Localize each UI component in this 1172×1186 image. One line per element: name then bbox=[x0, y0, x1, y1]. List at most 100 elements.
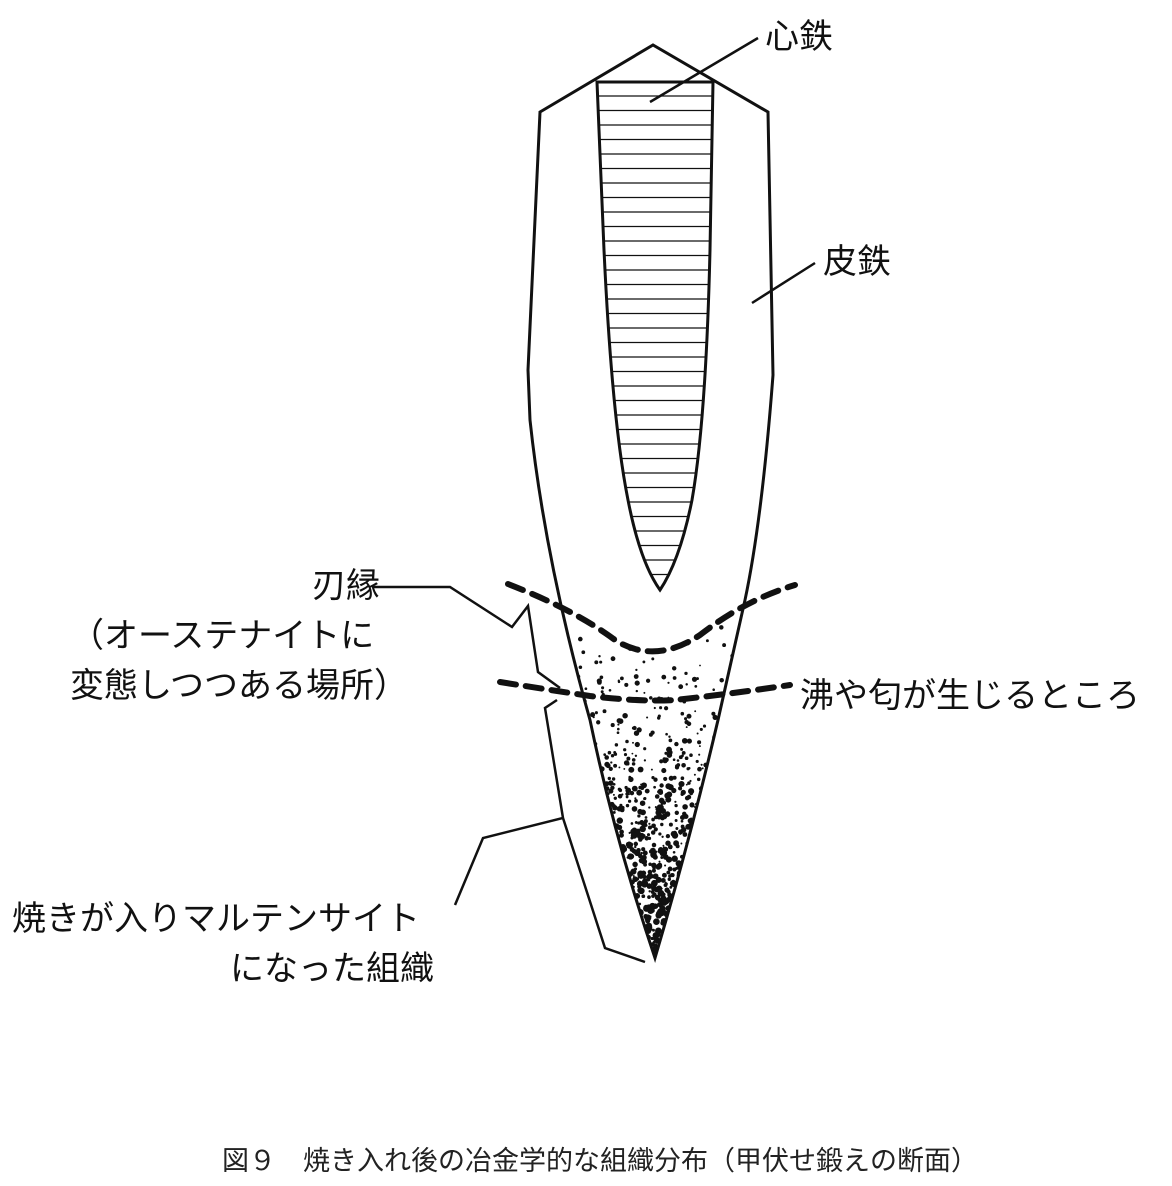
stipple-dot bbox=[591, 831, 597, 837]
stipple-dot bbox=[715, 819, 720, 824]
stipple-dot bbox=[719, 677, 724, 683]
stipple-dot bbox=[563, 942, 568, 946]
stipple-dot bbox=[555, 861, 560, 866]
stipple-dot bbox=[647, 906, 655, 914]
stipple-dot bbox=[674, 810, 679, 815]
stipple-dot bbox=[714, 956, 721, 958]
stipple-dot bbox=[592, 862, 597, 867]
stipple-dot bbox=[586, 910, 591, 916]
stipple-dot bbox=[730, 898, 737, 904]
stipple-dot bbox=[583, 949, 586, 952]
stipple-dot bbox=[605, 894, 612, 901]
stipple-dot bbox=[653, 827, 658, 832]
stipple-dot bbox=[695, 916, 701, 922]
stipple-dot bbox=[730, 949, 733, 952]
stipple-dot bbox=[680, 942, 685, 947]
stipple-dot bbox=[590, 844, 593, 848]
stipple-dot bbox=[620, 857, 623, 860]
stipple-dot bbox=[743, 628, 745, 632]
stipple-dot bbox=[696, 897, 700, 901]
stipple-dot bbox=[696, 928, 702, 935]
stipple-dot bbox=[651, 775, 655, 780]
stipple-dot bbox=[686, 951, 693, 958]
stipple-dot bbox=[726, 858, 730, 862]
stipple-dot bbox=[711, 880, 716, 886]
stipple-dot bbox=[564, 793, 570, 799]
stipple-dot bbox=[631, 785, 638, 792]
stipple-dot bbox=[573, 728, 578, 733]
stipple-dot bbox=[704, 919, 711, 926]
stipple-dot bbox=[560, 902, 566, 911]
stipple-dot bbox=[743, 853, 745, 857]
stipple-dot bbox=[599, 675, 604, 680]
stipple-dot bbox=[679, 886, 684, 891]
stipple-dot bbox=[680, 922, 687, 929]
stipple-dot bbox=[717, 781, 722, 786]
stipple-dot bbox=[629, 913, 635, 919]
stipple-dot bbox=[612, 890, 619, 897]
stipple-dot bbox=[639, 825, 646, 833]
stipple-dot bbox=[620, 909, 624, 913]
core-iron-leader bbox=[649, 36, 759, 104]
stipple-dot bbox=[742, 625, 745, 628]
stipple-dot bbox=[592, 820, 595, 823]
stipple-dot bbox=[592, 949, 599, 957]
stipple-dot bbox=[624, 682, 629, 687]
stipple-dot bbox=[732, 901, 736, 905]
stipple-dot bbox=[700, 951, 706, 957]
stipple-dot bbox=[620, 882, 626, 889]
stipple-dot bbox=[560, 644, 562, 649]
stipple-dot bbox=[586, 813, 590, 817]
stipple-dot bbox=[732, 755, 738, 762]
stipple-dot bbox=[613, 892, 619, 898]
stipple-dot bbox=[602, 709, 607, 714]
stipple-dot bbox=[593, 881, 596, 884]
stipple-dot bbox=[654, 855, 657, 858]
stipple-dot bbox=[705, 805, 711, 811]
stipple-dot bbox=[667, 681, 670, 684]
stipple-dot bbox=[587, 824, 591, 828]
stipple-dot bbox=[696, 811, 701, 816]
stipple-dot bbox=[733, 855, 739, 861]
stipple-dot bbox=[689, 952, 695, 958]
stipple-dot bbox=[575, 909, 582, 917]
stipple-dot bbox=[734, 923, 741, 930]
stipple-dot bbox=[576, 705, 580, 710]
stipple-dot bbox=[560, 831, 565, 837]
stipple-dot bbox=[651, 863, 655, 867]
stipple-dot bbox=[710, 842, 718, 849]
stipple-dot bbox=[594, 873, 598, 876]
stipple-dot bbox=[636, 789, 643, 796]
stipple-dot bbox=[727, 881, 735, 889]
stipple-dot bbox=[740, 654, 744, 658]
stipple-dot bbox=[717, 939, 721, 942]
stipple-dot bbox=[560, 904, 564, 911]
stipple-dot bbox=[694, 861, 701, 868]
stipple-dot bbox=[604, 893, 611, 900]
stipple-dot bbox=[697, 740, 702, 745]
stipple-dot bbox=[566, 859, 570, 863]
stipple-dot bbox=[651, 842, 657, 848]
stipple-dot bbox=[747, 643, 751, 647]
stipple-dot bbox=[555, 934, 558, 937]
stipple-dot bbox=[579, 833, 584, 837]
stipple-dot bbox=[678, 786, 683, 791]
stipple-dot bbox=[660, 822, 664, 827]
stipple-dot bbox=[689, 779, 692, 783]
stipple-dot bbox=[631, 758, 636, 762]
stipple-dot bbox=[628, 776, 634, 783]
stipple-dot bbox=[597, 819, 604, 826]
stipple-dot bbox=[560, 857, 563, 861]
stipple-dot bbox=[709, 933, 713, 937]
stipple-dot bbox=[560, 857, 563, 862]
stipple-dot bbox=[674, 945, 681, 952]
martensite-stipple bbox=[555, 615, 751, 958]
stipple-dot bbox=[744, 855, 745, 861]
stipple-dot bbox=[709, 923, 717, 931]
stipple-dot bbox=[571, 932, 575, 936]
stipple-dot bbox=[720, 956, 726, 958]
stipple-dot bbox=[646, 833, 651, 837]
stipple-dot bbox=[681, 870, 688, 877]
stipple-dot bbox=[699, 896, 703, 900]
stipple-dot bbox=[737, 950, 742, 954]
